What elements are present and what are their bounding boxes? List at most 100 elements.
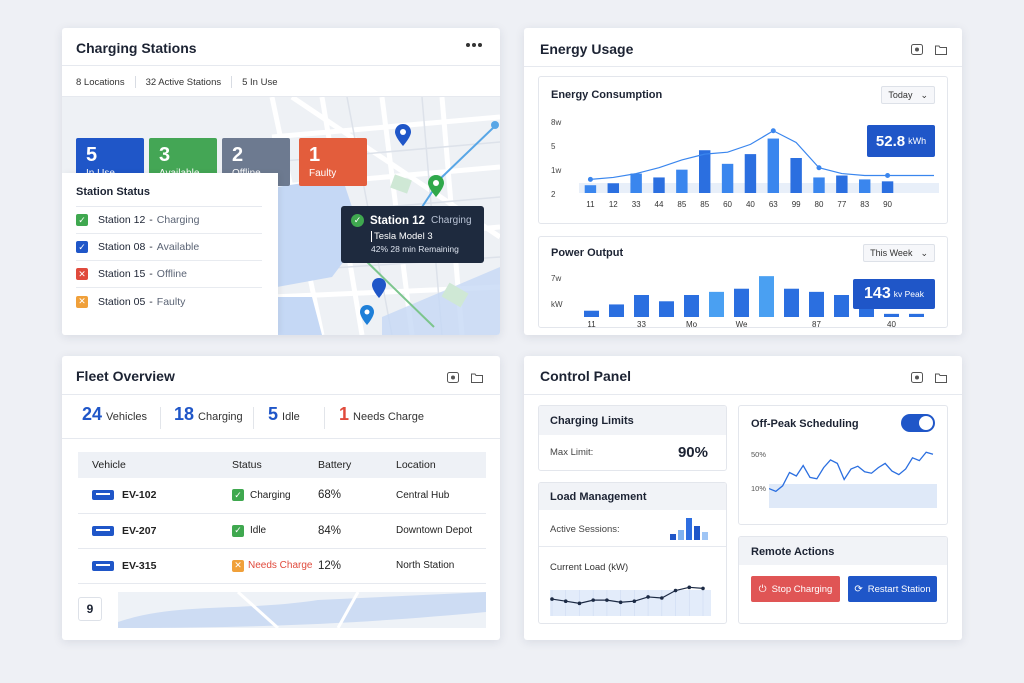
divider <box>253 407 254 429</box>
kpi-label: Idle <box>282 411 300 423</box>
bar <box>744 154 757 193</box>
status-row[interactable]: ✕ Station 05 - Faulty <box>76 288 262 315</box>
map-pin-icon[interactable] <box>360 305 374 325</box>
vehicle-status: Needs Charge <box>248 560 313 572</box>
x-tick-label: 40 <box>887 320 896 328</box>
table-row[interactable]: EV-207 ✓ Idle 84% Downtown Depot <box>78 513 486 549</box>
series-line <box>590 130 934 180</box>
more-icon[interactable] <box>466 43 482 47</box>
divider <box>524 394 962 395</box>
plug-icon: ⏻ <box>758 583 767 595</box>
tile-faulty[interactable]: 1 Faulty <box>299 138 367 186</box>
status-row[interactable]: ✓ Station 08 - Available <box>76 234 262 261</box>
divider <box>231 76 233 88</box>
vehicle-id: EV-102 <box>122 489 157 502</box>
off-peak-panel: Off-Peak Scheduling 50% 10% <box>738 405 948 525</box>
column-header[interactable]: Vehicle <box>78 452 232 478</box>
table-row[interactable]: EV-315 ✕ Needs Charge 12% North Station <box>78 548 486 584</box>
line-point <box>563 599 568 603</box>
tile-number: 3 <box>159 144 171 166</box>
shield-icon[interactable] <box>910 43 924 55</box>
folder-icon[interactable] <box>934 43 948 55</box>
page-number-badge[interactable]: 9 <box>78 597 102 621</box>
current-load-chart[interactable] <box>550 578 715 618</box>
x-tick-label: 87 <box>812 320 821 328</box>
card-title: Energy Usage <box>540 41 634 57</box>
line-point <box>687 585 692 590</box>
x-tick-label: 11 <box>586 200 595 209</box>
divider <box>62 394 500 395</box>
map-pin-icon[interactable] <box>395 124 411 146</box>
y-tick-label: 8w <box>551 118 561 127</box>
power-output-chart[interactable]: 7w kW 11 33 Mo We 87 40 <box>539 265 948 328</box>
stop-charging-button[interactable]: ⏻ Stop Charging <box>751 576 840 602</box>
checkbox-icon: ✓ <box>76 241 88 253</box>
fleet-map-strip[interactable] <box>118 592 486 628</box>
charging-stations-card: Charging Stations 8 Locations 32 Active … <box>62 28 500 335</box>
off-peak-chart[interactable] <box>769 444 937 508</box>
divider <box>324 407 325 429</box>
status-row[interactable]: ✓ Station 12 - Charging <box>76 207 262 234</box>
x-tick-label: 85 <box>677 200 686 209</box>
separator: - <box>149 268 153 280</box>
y-tick-label: kW <box>551 300 563 309</box>
range-dropdown[interactable]: Today ⌄ <box>881 86 935 104</box>
bar <box>609 304 624 317</box>
x-tick-label: 44 <box>655 200 664 209</box>
bar <box>790 158 802 193</box>
tooltip-vehicle: Tesla Model 3 <box>371 231 474 242</box>
bar <box>709 291 724 317</box>
column-header[interactable]: Battery <box>318 452 396 478</box>
separator: - <box>149 241 153 253</box>
column-header[interactable]: Location <box>396 452 486 478</box>
tile-number: 2 <box>232 144 244 166</box>
folder-icon[interactable] <box>934 371 948 383</box>
badge-value: 52.8 <box>875 132 906 150</box>
vehicle-id: EV-315 <box>122 559 157 572</box>
panel-title: Off-Peak Scheduling <box>751 418 859 430</box>
folder-icon[interactable] <box>470 371 484 383</box>
vehicle-location: Central Hub <box>396 478 486 514</box>
line-point <box>770 128 776 134</box>
kpi-vehicles: 24 Vehicles <box>82 404 147 425</box>
table-row[interactable]: EV-102 ✓ Charging 68% Central Hub <box>78 478 486 514</box>
shield-icon[interactable] <box>446 371 460 383</box>
kwh-badge: 52.8 kWh <box>867 125 935 157</box>
range-dropdown[interactable]: This Week ⌄ <box>863 244 935 262</box>
tooltip-detail: 42% 28 min Remaining <box>371 244 459 254</box>
fleet-table: Vehicle Status Battery Location EV-102 ✓… <box>78 452 486 584</box>
y-tick-label: 2 <box>551 190 556 199</box>
line-point <box>885 173 891 178</box>
status-row[interactable]: ✕ Station 15 - Offline <box>76 261 262 288</box>
map-pin-icon[interactable] <box>428 175 444 197</box>
station-name: Station 05 <box>98 295 146 308</box>
line-point <box>816 165 822 171</box>
bar <box>721 163 734 193</box>
battery-value: 68% <box>318 478 396 514</box>
kpi-number: 1 <box>339 404 350 424</box>
separator: - <box>149 295 153 308</box>
kpi-label: Vehicles <box>106 411 148 423</box>
refresh-icon: ⟳ <box>854 583 863 595</box>
remote-actions-panel: Remote Actions ⏻ Stop Charging ⟳ Restart… <box>738 536 948 624</box>
x-tick-label: 60 <box>723 200 732 209</box>
badge-unit: kWh <box>908 136 927 146</box>
bar <box>836 175 848 193</box>
off-peak-toggle[interactable] <box>901 414 935 432</box>
x-tick-label: We <box>736 320 748 328</box>
vehicle-location: Downtown Depot <box>396 513 486 549</box>
max-limit-value[interactable]: 90% <box>677 444 708 461</box>
station-state: Charging <box>156 214 200 226</box>
map-pin-icon[interactable] <box>372 278 386 298</box>
energy-consumption-chart[interactable]: 8w 5 1w 2 11 12 33 44 85 85 60 40 63 99 80 77 83 90 <box>539 113 948 223</box>
shield-icon[interactable] <box>910 371 924 383</box>
restart-station-button[interactable]: ⟳ Restart Station <box>848 576 937 602</box>
kpi-number: 5 <box>268 404 279 424</box>
x-tick-label: 12 <box>609 200 618 209</box>
line-point <box>587 176 593 182</box>
column-header[interactable]: Status <box>232 452 318 478</box>
x-tick-label: 90 <box>883 200 892 209</box>
kpi-needs-charge: 1 Needs Charge <box>339 404 424 425</box>
bar <box>676 169 688 193</box>
panel-title: Remote Actions <box>751 546 835 558</box>
